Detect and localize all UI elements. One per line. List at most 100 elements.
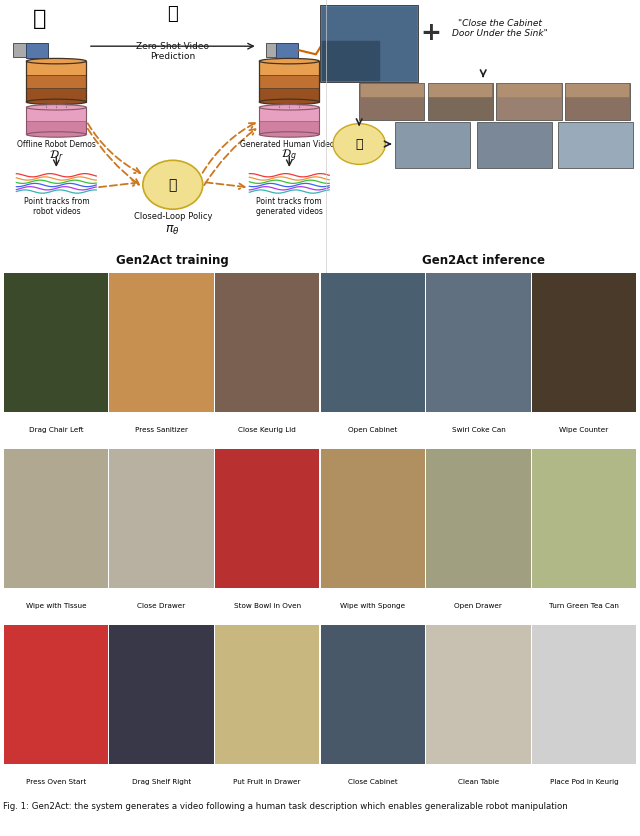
Bar [428, 83, 493, 120]
Text: Clean Table: Clean Table [458, 779, 499, 786]
Text: Drag Shelf Right: Drag Shelf Right [132, 779, 191, 786]
Bar [259, 74, 319, 89]
Text: 📹: 📹 [168, 4, 178, 23]
Text: 🦾: 🦾 [33, 9, 46, 29]
Bar [259, 61, 319, 74]
Bar [426, 273, 531, 412]
Text: Open Drawer: Open Drawer [454, 604, 502, 609]
Text: Turn Green Tea Can: Turn Green Tea Can [549, 604, 619, 609]
Ellipse shape [333, 124, 385, 165]
Text: Generated Human Videos: Generated Human Videos [240, 140, 339, 149]
FancyBboxPatch shape [276, 43, 298, 59]
Bar [26, 61, 86, 102]
Bar [426, 589, 531, 623]
Text: $\mathcal{D}_r$: $\mathcal{D}_r$ [49, 148, 63, 162]
Ellipse shape [259, 132, 319, 137]
Ellipse shape [259, 59, 319, 64]
Bar [477, 122, 552, 169]
Text: Place Pod in Keurig: Place Pod in Keurig [550, 779, 618, 786]
Bar [320, 5, 418, 82]
Bar [395, 122, 470, 169]
Bar [215, 273, 319, 412]
Text: Closed-Loop Policy: Closed-Loop Policy [134, 212, 212, 221]
Bar [321, 273, 425, 412]
Bar [321, 449, 425, 589]
Ellipse shape [26, 59, 86, 64]
Bar [215, 589, 319, 623]
Bar [426, 449, 531, 589]
Bar [496, 83, 561, 120]
Ellipse shape [259, 99, 319, 104]
Text: +: + [420, 21, 442, 44]
Bar [532, 273, 636, 412]
Text: Zero-Shot Video
Prediction: Zero-Shot Video Prediction [136, 42, 209, 61]
Bar [565, 83, 630, 120]
Text: Put Fruit in Drawer: Put Fruit in Drawer [234, 779, 301, 786]
Bar [215, 412, 319, 447]
Text: Wipe with Sponge: Wipe with Sponge [340, 604, 405, 609]
Bar [4, 273, 108, 412]
Ellipse shape [143, 161, 203, 209]
Bar [259, 121, 319, 135]
Ellipse shape [26, 104, 86, 110]
Bar [532, 449, 636, 589]
Bar [4, 449, 108, 589]
Text: Close Cabinet: Close Cabinet [348, 779, 397, 786]
Text: Wipe Counter: Wipe Counter [559, 427, 609, 433]
Bar [4, 764, 108, 799]
Bar [26, 121, 86, 135]
Bar [259, 107, 319, 135]
Bar [109, 624, 214, 764]
Text: "Close the Cabinet
Door Under the Sink": "Close the Cabinet Door Under the Sink" [452, 19, 547, 38]
FancyBboxPatch shape [13, 43, 43, 57]
Bar [259, 89, 319, 102]
Text: Open Cabinet: Open Cabinet [348, 427, 397, 433]
Text: Wipe with Tissue: Wipe with Tissue [26, 604, 86, 609]
Bar [215, 764, 319, 799]
Text: Stow Bowl in Oven: Stow Bowl in Oven [234, 604, 301, 609]
Text: Gen2Act inference: Gen2Act inference [422, 254, 545, 268]
Bar [259, 61, 319, 102]
Bar [109, 449, 214, 589]
Text: Press Sanitizer: Press Sanitizer [135, 427, 188, 433]
Bar [532, 624, 636, 764]
Bar [321, 589, 425, 623]
Bar [26, 89, 86, 102]
Bar [26, 107, 86, 121]
Bar [321, 764, 425, 799]
Bar [532, 412, 636, 447]
Bar [109, 589, 214, 623]
Bar [359, 83, 424, 120]
Text: Point tracks from
generated videos: Point tracks from generated videos [256, 197, 323, 217]
Ellipse shape [26, 132, 86, 137]
Ellipse shape [259, 104, 319, 110]
Text: Swirl Coke Can: Swirl Coke Can [452, 427, 505, 433]
Text: Offline Robot Demos: Offline Robot Demos [17, 140, 96, 149]
Bar [26, 107, 86, 135]
Text: Press Oven Start: Press Oven Start [26, 779, 86, 786]
Text: Drag Chair Left: Drag Chair Left [29, 427, 83, 433]
Bar [4, 624, 108, 764]
Bar [426, 624, 531, 764]
Bar [321, 412, 425, 447]
Bar [321, 624, 425, 764]
Bar [259, 107, 319, 121]
Bar [215, 624, 319, 764]
Text: Close Drawer: Close Drawer [138, 604, 186, 609]
Bar [532, 764, 636, 799]
Bar [426, 412, 531, 447]
Bar [109, 412, 214, 447]
Bar [532, 589, 636, 623]
Bar [558, 122, 634, 169]
Bar [26, 61, 86, 74]
Bar [4, 589, 108, 623]
Text: Fig. 1: Gen2Act: the system generates a video following a human task description: Fig. 1: Gen2Act: the system generates a … [3, 802, 568, 811]
Bar [426, 764, 531, 799]
Text: Gen2Act training: Gen2Act training [116, 254, 229, 268]
Bar [109, 273, 214, 412]
Text: $\mathcal{D}_g$: $\mathcal{D}_g$ [282, 148, 297, 165]
FancyBboxPatch shape [266, 43, 296, 57]
Text: $\pi_\theta$: $\pi_\theta$ [166, 224, 180, 237]
Text: Close Keurig Lid: Close Keurig Lid [238, 427, 296, 433]
Bar [215, 449, 319, 589]
